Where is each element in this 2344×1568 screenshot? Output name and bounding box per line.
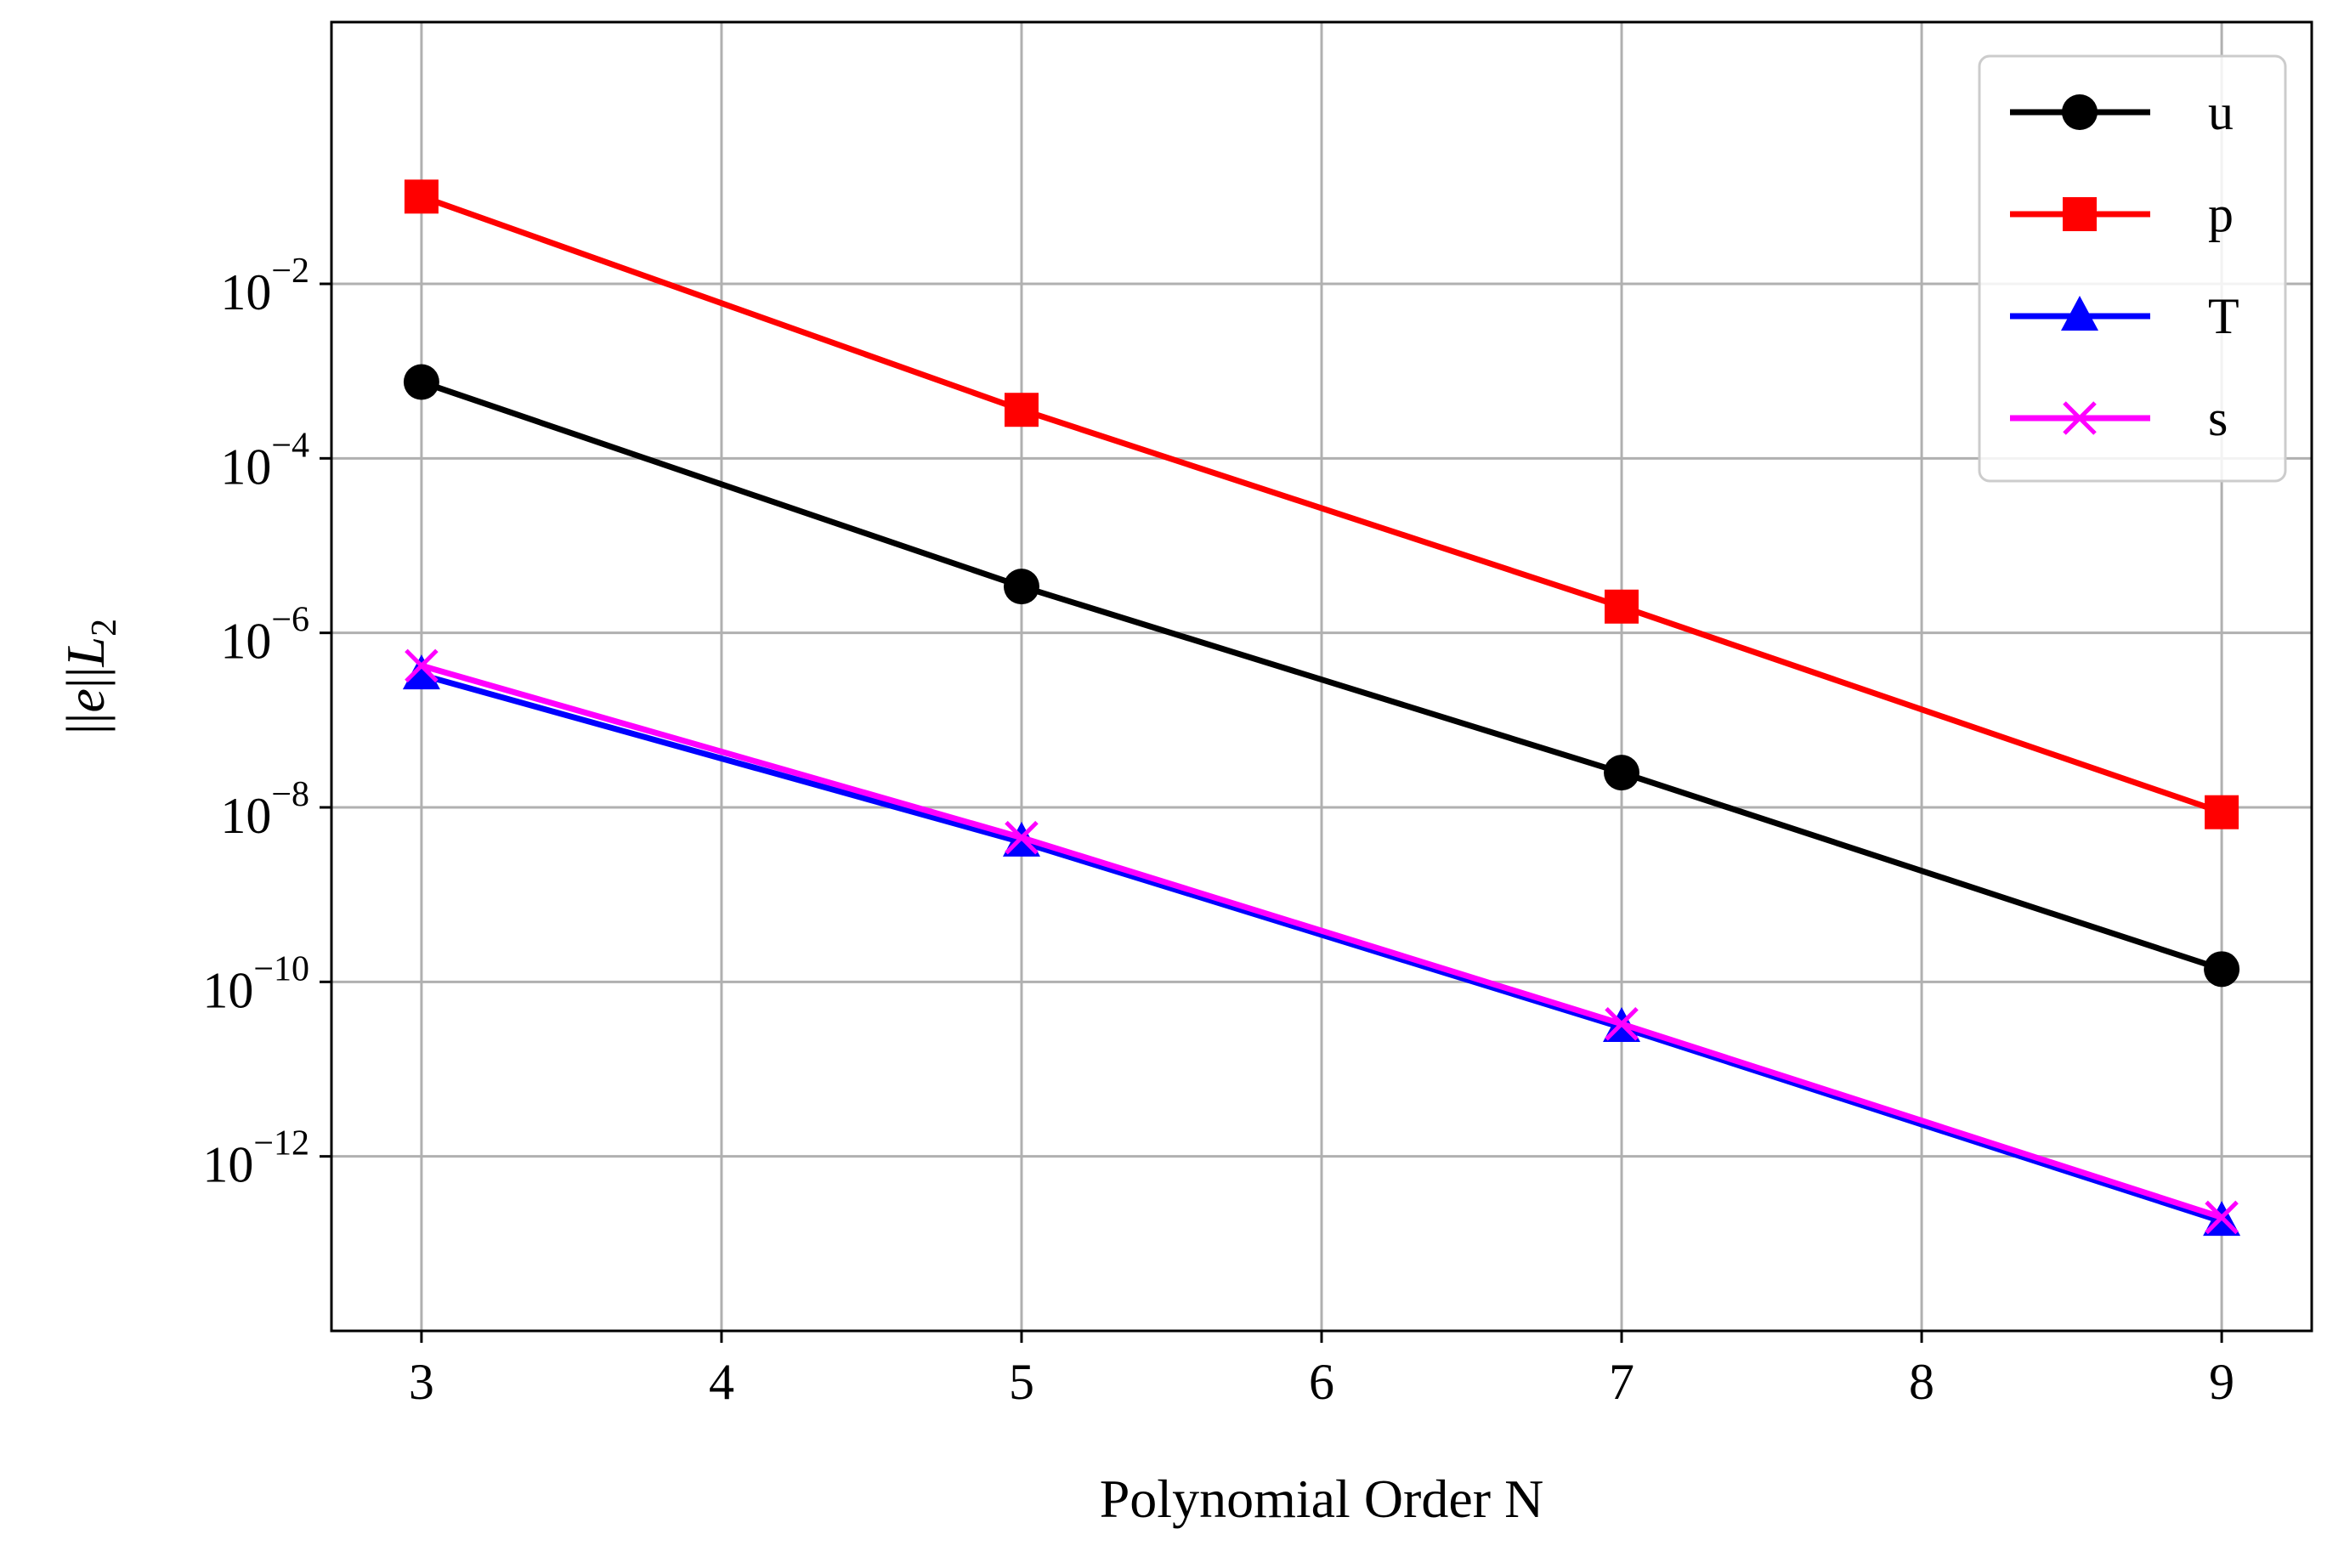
y-tick-label: 10−4 xyxy=(220,426,309,495)
y-tick-label: 10−10 xyxy=(202,949,309,1018)
data-point-p xyxy=(2205,795,2239,829)
data-point-p xyxy=(404,179,439,214)
legend-item-T: T xyxy=(2010,288,2239,344)
data-point-s xyxy=(2205,1200,2239,1235)
x-tick-label: 8 xyxy=(1909,1354,1934,1410)
legend-box xyxy=(1978,54,2287,483)
y-label-norm-right: || xyxy=(55,666,116,688)
data-point-s xyxy=(1605,1007,1639,1041)
legend-label: T xyxy=(2208,288,2239,344)
legend-item-u: u xyxy=(2010,84,2234,140)
data-point-T xyxy=(402,654,440,690)
series-line-s xyxy=(420,662,2223,1220)
x-tick-label: 6 xyxy=(1309,1354,1334,1410)
x-tick-label: 5 xyxy=(1009,1354,1034,1410)
y-tick-label: 10−12 xyxy=(202,1124,309,1193)
x-tick-label: 3 xyxy=(409,1354,434,1410)
series-line-T xyxy=(420,671,2223,1225)
x-tick-label: 7 xyxy=(1609,1354,1634,1410)
legend-label: s xyxy=(2208,390,2228,446)
legend-label: p xyxy=(2208,186,2234,242)
series-line-u xyxy=(420,379,2223,972)
legend-marker xyxy=(2063,401,2097,435)
y-tick-label: 10−6 xyxy=(220,601,309,670)
y-axis-label: ||e||L2 xyxy=(55,619,124,734)
y-label-e: e xyxy=(55,688,116,712)
series-u xyxy=(403,364,2240,988)
legend-label: u xyxy=(2208,84,2234,140)
legend-marker xyxy=(2061,296,2098,331)
x-tick-label: 4 xyxy=(709,1354,734,1410)
data-point-p xyxy=(1605,589,1639,624)
data-point-s xyxy=(1005,820,1039,855)
x-tick-label: 9 xyxy=(2209,1354,2234,1410)
legend-item-s: s xyxy=(2010,390,2228,446)
series-layer xyxy=(402,179,2241,1237)
y-label-norm-left: || xyxy=(55,713,116,735)
legend-item-p: p xyxy=(2010,186,2234,242)
series-line-p xyxy=(420,194,2223,816)
data-point-u xyxy=(2204,951,2240,988)
series-s xyxy=(405,648,2239,1235)
series-p xyxy=(404,179,2239,829)
y-label-subscript: 2 xyxy=(85,619,124,637)
data-point-u xyxy=(403,364,439,400)
data-point-s xyxy=(405,648,439,683)
data-point-u xyxy=(1003,569,1039,605)
data-point-u xyxy=(1604,755,1640,791)
y-axis-ticks: 10−2 10−4 10−6 10−8 10−10 10−12 xyxy=(202,252,331,1193)
x-axis-ticks: 3 4 5 6 7 8 9 xyxy=(409,1331,2234,1410)
y-tick-label: 10−8 xyxy=(220,775,309,844)
legend-marker xyxy=(2062,94,2098,130)
legend-marker xyxy=(2063,197,2097,231)
data-point-p xyxy=(1004,393,1039,427)
x-axis-label: Polynomial Order N xyxy=(1100,1469,1544,1529)
y-label-L: L xyxy=(55,637,116,668)
y-tick-label: 10−2 xyxy=(220,252,309,320)
